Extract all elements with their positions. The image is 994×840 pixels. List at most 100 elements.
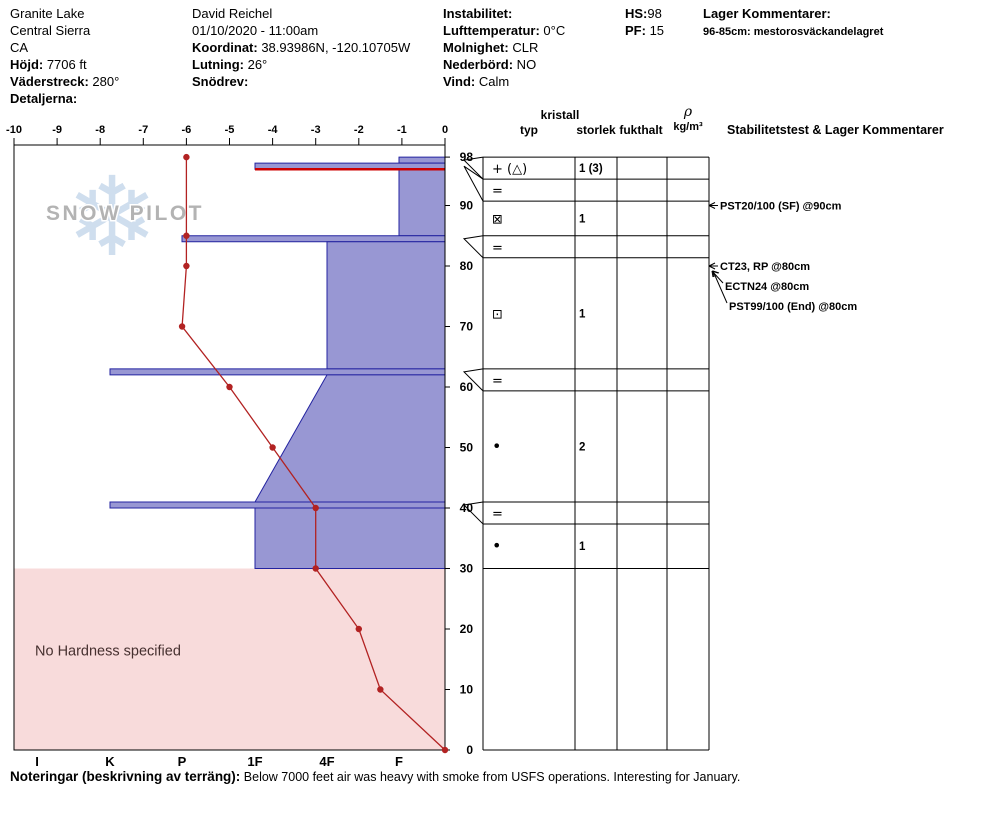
header-value: 38.93986N, -120.10705W	[257, 40, 411, 55]
header-label: HS:	[625, 6, 648, 21]
header-line: CA	[10, 39, 119, 56]
header-line: Molnighet: CLR	[443, 39, 565, 56]
header-value: David Reichel	[192, 6, 273, 21]
header-value: Granite Lake	[10, 6, 85, 21]
snow-layer-bar	[398, 156, 446, 164]
header-line: Snödrev:	[192, 73, 410, 90]
header-line: David Reichel	[192, 5, 410, 22]
header-label: Lufttemperatur:	[443, 23, 540, 38]
header-value: CLR	[508, 40, 539, 55]
notes-text: Below 7000 feet air was heavy with smoke…	[240, 770, 741, 784]
header-line: Granite Lake	[10, 5, 119, 22]
header-value: 01/10/2020 - 11:00am	[192, 23, 319, 38]
column-header-fukthalt: fukthalt	[619, 123, 662, 137]
header-label: Lutning:	[192, 57, 244, 72]
depth-axis-label: 10	[460, 683, 474, 697]
temperature-point	[312, 504, 319, 512]
snowpilot-logo-text: SNOW PILOT	[46, 202, 204, 225]
header-label: Höjd:	[10, 57, 44, 72]
grain-type-symbol: •	[492, 536, 501, 555]
temp-axis-label: -5	[225, 124, 235, 136]
hardness-axis-label: 4F	[319, 754, 334, 769]
temp-axis-label: -7	[138, 124, 148, 136]
thin-layer-marker	[462, 368, 484, 392]
temp-axis-label: -1	[397, 124, 407, 136]
snow-layer-bar	[109, 368, 446, 376]
header-label: Instabilitet:	[443, 6, 513, 21]
thin-layer-marker	[463, 165, 484, 202]
temperature-point	[178, 323, 186, 330]
header-line: 01/10/2020 - 11:00am	[192, 22, 410, 39]
depth-axis-label: 80	[460, 259, 474, 273]
notes: Noteringar (beskrivning av terräng): Bel…	[10, 769, 740, 784]
header-column-1: Granite Lake Central Sierra CA Höjd: 7706 f…	[10, 5, 119, 107]
header-value: 7706 ft	[43, 57, 87, 72]
grain-type-symbol: •	[492, 436, 501, 455]
temp-axis-label: -2	[354, 124, 364, 136]
depth-axis-label: 20	[460, 622, 474, 636]
header-column-5: Lager Kommentarer: 96-85cm: mestorosväcka…	[703, 5, 883, 41]
stability-test-arrow	[708, 205, 716, 209]
header-label: Detaljerna:	[10, 91, 78, 106]
stability-test-label: CT23, RP @80cm	[720, 261, 810, 273]
grain-size-value: 2	[579, 441, 585, 453]
depth-axis-label: 90	[460, 199, 474, 213]
column-header-typ: typ	[520, 123, 538, 137]
stability-test-label: PST20/100 (SF) @90cm	[720, 201, 842, 213]
header-line: Lutning: 26°	[192, 56, 410, 73]
column-header-storlek: storlek	[576, 123, 616, 137]
header-line: Höjd: 7706 ft	[10, 56, 119, 73]
temp-axis-label: 0	[442, 124, 448, 136]
grain-type-symbol: =	[492, 374, 503, 389]
header-label: 96-85cm: mestorosväckandelagret	[703, 26, 884, 38]
stability-test-label: ECTN24 @80cm	[725, 281, 809, 293]
header-line: Lufttemperatur: 0°C	[443, 22, 565, 39]
stability-test-label: PST99/100 (End) @80cm	[729, 301, 857, 313]
temperature-point	[183, 262, 190, 270]
temperature-point	[377, 686, 384, 693]
header-line: Vind: Calm	[443, 73, 565, 90]
header-label: Nederbörd:	[443, 57, 514, 72]
grain-type-symbol: =	[492, 241, 503, 256]
stability-test-arrow	[708, 202, 716, 206]
stability-test-arrow	[712, 270, 720, 274]
temperature-point	[226, 383, 233, 391]
header-line: Väderstreck: 280°	[10, 73, 119, 90]
header-label: Snödrev:	[192, 74, 249, 89]
temperature-point	[183, 153, 190, 161]
stability-test-arrow	[708, 265, 716, 270]
header-line: Detaljerna:	[10, 90, 119, 107]
temperature-point	[441, 746, 449, 754]
temp-axis-label: -3	[311, 124, 321, 136]
notes-label: Noteringar (beskrivning av terräng):	[10, 769, 241, 784]
header-value: 280°	[88, 74, 120, 89]
stability-test-arrow	[712, 270, 715, 278]
thin-layer-marker	[462, 501, 484, 525]
snow-layer-bar	[109, 501, 446, 509]
header-label: Koordinat:	[192, 40, 258, 55]
hardness-axis-label: F	[395, 754, 403, 769]
temp-axis-label: -10	[6, 124, 22, 136]
temperature-point	[269, 444, 276, 451]
grain-type-symbol: ⊡	[492, 307, 503, 322]
header-column-3: Instabilitet: Lufttemperatur: 0°C Molnighe…	[443, 5, 565, 90]
header-label: Väderstreck:	[10, 74, 89, 89]
temp-axis-label: -9	[52, 124, 62, 136]
header-column-4: HS:98 PF: 15	[625, 5, 664, 39]
header-value: 15	[645, 23, 665, 38]
column-header-density: ρ	[683, 104, 693, 120]
temp-axis-label: -8	[95, 124, 105, 136]
grain-type-symbol: =	[492, 184, 503, 199]
header-value: 26°	[243, 57, 268, 72]
depth-axis-label: 70	[460, 320, 474, 334]
header-line: HS:98	[625, 5, 664, 22]
no-hardness-label: No Hardness specified	[35, 643, 181, 659]
grain-type-symbol: =	[492, 507, 503, 522]
snowflake-icon: ❄	[66, 153, 158, 281]
snow-layer-bar	[254, 507, 446, 569]
column-header-kristall: kristall	[541, 108, 580, 122]
header-value: 98	[647, 6, 662, 21]
column-header-density-unit: kg/m³	[673, 121, 703, 133]
depth-axis-label: 0	[466, 743, 473, 757]
